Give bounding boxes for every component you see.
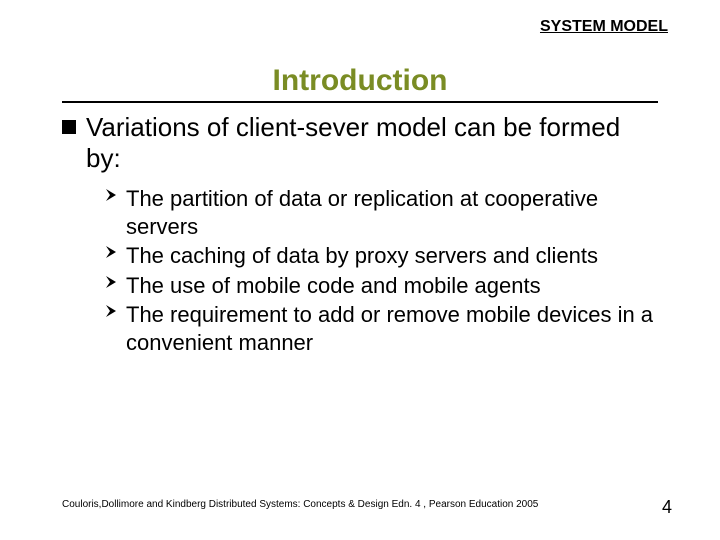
square-bullet-icon [62, 120, 76, 134]
arrow-bullet-icon [104, 274, 120, 290]
title-underline [62, 101, 658, 103]
bullet-level2: The requirement to add or remove mobile … [104, 301, 658, 356]
bullet-level2: The use of mobile code and mobile agents [104, 272, 658, 300]
bullet-level2-text: The caching of data by proxy servers and… [126, 242, 658, 270]
header-label: SYSTEM MODEL [540, 18, 668, 36]
bullet-level2-text: The partition of data or replication at … [126, 185, 658, 240]
page-number: 4 [662, 497, 672, 518]
arrow-bullet-icon [104, 187, 120, 203]
content-area: Variations of client-sever model can be … [62, 112, 658, 358]
bullet-level2-text: The use of mobile code and mobile agents [126, 272, 658, 300]
bullet-level1: Variations of client-sever model can be … [62, 112, 658, 173]
slide-title: Introduction [0, 64, 720, 98]
footer-citation: Couloris,Dollimore and Kindberg Distribu… [62, 499, 538, 510]
bullet-level2: The caching of data by proxy servers and… [104, 242, 658, 270]
bullet-level2: The partition of data or replication at … [104, 185, 658, 240]
sub-bullet-list: The partition of data or replication at … [104, 185, 658, 356]
slide: SYSTEM MODEL Introduction Variations of … [0, 0, 720, 540]
arrow-bullet-icon [104, 303, 120, 319]
bullet-level1-text: Variations of client-sever model can be … [86, 112, 658, 173]
arrow-bullet-icon [104, 244, 120, 260]
bullet-level2-text: The requirement to add or remove mobile … [126, 301, 658, 356]
